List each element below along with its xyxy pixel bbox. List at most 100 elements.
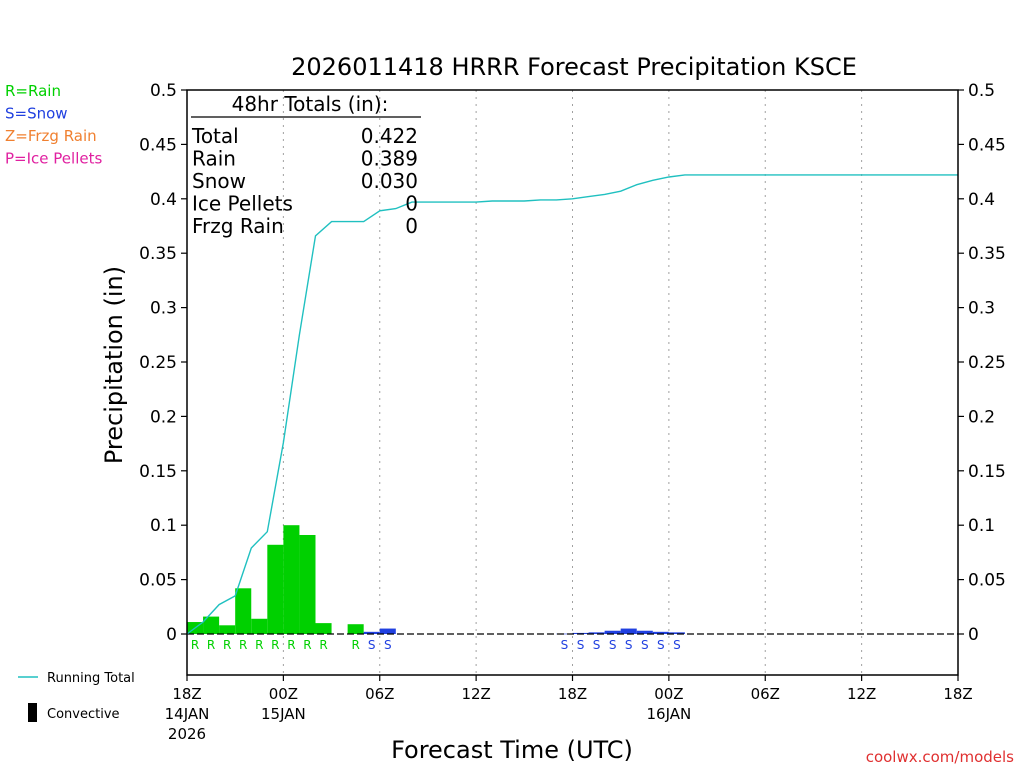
x-tick-label: 18Z bbox=[943, 685, 972, 703]
x-tick-label: 18Z bbox=[172, 685, 201, 703]
y-tick-label-left: 0.45 bbox=[139, 135, 177, 155]
hourly-bars bbox=[187, 525, 685, 635]
running-total-polyline bbox=[186, 174, 958, 635]
y-tick-label-right: 0.45 bbox=[968, 135, 1006, 155]
totals-row-label: Total bbox=[191, 124, 239, 148]
totals-header: 48hr Totals (in): bbox=[232, 92, 389, 116]
ptype-label-h8: R bbox=[303, 638, 311, 652]
y-tick-label-left: 0.5 bbox=[150, 81, 177, 101]
x-tick-label: 06Z bbox=[751, 685, 780, 703]
totals-row-label: Ice Pellets bbox=[192, 192, 293, 216]
y-tick-label-right: 0.1 bbox=[968, 516, 995, 536]
y-tick-label-left: 0.3 bbox=[150, 299, 177, 319]
y-tick-label-right: 0.15 bbox=[968, 462, 1006, 482]
x-tick-label: 12Z bbox=[847, 685, 876, 703]
chart-title: 2026011418 HRRR Forecast Precipitation K… bbox=[291, 53, 857, 81]
y-tick-label-right: 0.05 bbox=[968, 571, 1006, 591]
precip-bar-h31 bbox=[668, 632, 685, 634]
precip-bar-h24 bbox=[556, 633, 573, 635]
precip-bar-h27 bbox=[604, 630, 621, 634]
precip-bar-h4 bbox=[235, 588, 252, 634]
y-axis-label: Precipitation (in) bbox=[100, 266, 128, 464]
ptype-label-h12: S bbox=[368, 638, 376, 652]
y-tick-label-right: 0.35 bbox=[968, 244, 1006, 264]
y-tick-label-right: 0.25 bbox=[968, 353, 1006, 373]
type-legend-item: Z=Frzg Rain bbox=[5, 127, 97, 145]
x-axis-label: Forecast Time (UTC) bbox=[391, 736, 633, 764]
y-tick-label-left: 0.25 bbox=[139, 353, 177, 373]
ptype-label-h6: R bbox=[271, 638, 279, 652]
precip-bar-h12 bbox=[363, 631, 380, 634]
ptype-label-h5: R bbox=[255, 638, 263, 652]
ptype-label-h7: R bbox=[287, 638, 295, 652]
y-tick-label-right: 0.3 bbox=[968, 299, 995, 319]
x-tick-label: 15JAN bbox=[261, 705, 306, 723]
totals-row-value: 0.030 bbox=[361, 169, 418, 193]
precip-bar-h6 bbox=[267, 544, 284, 634]
x-tick-label: 18Z bbox=[558, 685, 587, 703]
y-tick-label-left: 0.35 bbox=[139, 244, 177, 264]
type-legend-item: P=Ice Pellets bbox=[5, 150, 102, 168]
precip-bar-h3 bbox=[219, 625, 236, 634]
ptype-label-h29: S bbox=[641, 638, 649, 652]
ptype-label-h31: S bbox=[673, 638, 681, 652]
ptype-label-h2: R bbox=[207, 638, 215, 652]
totals-row-value: 0 bbox=[405, 192, 418, 216]
x-tick-label: 14JAN bbox=[165, 705, 210, 723]
y-tick-label-left: 0.2 bbox=[150, 407, 177, 427]
totals-row-label: Rain bbox=[192, 147, 236, 171]
ptype-label-h26: S bbox=[593, 638, 601, 652]
ptype-label-h4: R bbox=[239, 638, 247, 652]
precip-bar-h26 bbox=[588, 632, 605, 634]
ptype-label-h30: S bbox=[657, 638, 665, 652]
legend-running-total: Running Total bbox=[47, 671, 135, 686]
ptype-label-h28: S bbox=[625, 638, 633, 652]
ptype-label-h24: S bbox=[561, 638, 569, 652]
x-tick-label: 00Z bbox=[654, 685, 683, 703]
y-tick-label-left: 0 bbox=[166, 625, 177, 645]
y-axis-right: 0 0.05 0.1 0.15 0.2 0.25 0.3 0.35 0.4 0.45 0.5 bbox=[958, 81, 1006, 645]
ptype-label-h1: R bbox=[191, 638, 199, 652]
legend-convective: Convective bbox=[47, 707, 120, 722]
x-axis: 18Z 14JAN 2026 00Z 15JAN 06Z 12Z 18Z 00Z 16JAN 06Z… bbox=[165, 675, 973, 743]
totals-box: 48hr Totals (in): Total 0.422 Rain 0.389 Snow… bbox=[191, 92, 421, 238]
totals-row-label: Snow bbox=[192, 169, 246, 193]
y-tick-label-right: 0 bbox=[968, 625, 979, 645]
x-tick-label: 16JAN bbox=[647, 705, 692, 723]
x-tick-label: 12Z bbox=[461, 685, 490, 703]
ptype-label-h11: R bbox=[351, 638, 359, 652]
type-legend-item: S=Snow bbox=[5, 105, 68, 123]
ptype-label-h3: R bbox=[223, 638, 231, 652]
y-axis-left: 0 0.05 0.1 0.15 0.2 0.25 0.3 0.35 0.4 0.45 0.5 bbox=[139, 81, 187, 645]
y-tick-label-right: 0.4 bbox=[968, 190, 995, 210]
x-tick-label: 2026 bbox=[168, 725, 206, 743]
precip-bar-h2 bbox=[203, 616, 220, 634]
ptype-label-h27: S bbox=[609, 638, 617, 652]
ptype-label-h9: R bbox=[319, 638, 327, 652]
precip-bar-h28 bbox=[620, 628, 637, 634]
precip-bar-h8 bbox=[299, 534, 316, 634]
y-tick-label-right: 0.5 bbox=[968, 81, 995, 101]
running-total-line bbox=[186, 174, 958, 635]
ptype-label-h13: S bbox=[384, 638, 392, 652]
credit-text: coolwx.com/models bbox=[866, 748, 1014, 766]
precip-type-legend: R=Rain S=Snow Z=Frzg Rain P=Ice Pellets bbox=[5, 82, 102, 168]
totals-row-value: 0.422 bbox=[361, 124, 418, 148]
convective-swatch bbox=[28, 703, 37, 722]
y-tick-label-left: 0.1 bbox=[150, 516, 177, 536]
totals-row-value: 0 bbox=[405, 214, 418, 238]
y-tick-label-left: 0.05 bbox=[139, 571, 177, 591]
precip-bar-h30 bbox=[652, 631, 669, 634]
precip-bar-h7 bbox=[283, 525, 300, 634]
precip-bar-h29 bbox=[636, 630, 653, 634]
precip-bar-h13 bbox=[379, 628, 396, 634]
precip-bar-h11 bbox=[347, 624, 364, 634]
y-tick-label-left: 0.15 bbox=[139, 462, 177, 482]
precip-bar-h5 bbox=[251, 618, 268, 634]
x-tick-label: 06Z bbox=[365, 685, 394, 703]
type-legend-item: R=Rain bbox=[5, 82, 61, 100]
x-tick-label: 00Z bbox=[269, 685, 298, 703]
ptype-label-h25: S bbox=[577, 638, 585, 652]
